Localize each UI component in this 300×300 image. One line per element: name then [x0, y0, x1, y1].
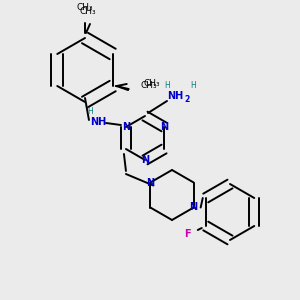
Text: N: N [141, 155, 149, 165]
Text: CH₃: CH₃ [80, 8, 96, 16]
Text: H: H [87, 107, 93, 116]
Text: NH: NH [167, 91, 183, 101]
Text: N: N [190, 202, 198, 212]
Text: 2: 2 [184, 94, 190, 103]
Text: H: H [164, 82, 170, 91]
Text: H: H [190, 82, 196, 91]
Text: N: N [146, 178, 154, 188]
Text: F: F [184, 229, 191, 239]
Text: CH₃: CH₃ [77, 4, 93, 13]
Text: NH: NH [90, 117, 106, 127]
Text: CH₃: CH₃ [141, 82, 157, 91]
Text: N: N [122, 122, 130, 132]
Text: N: N [160, 122, 168, 132]
Text: CH₃: CH₃ [144, 80, 160, 88]
